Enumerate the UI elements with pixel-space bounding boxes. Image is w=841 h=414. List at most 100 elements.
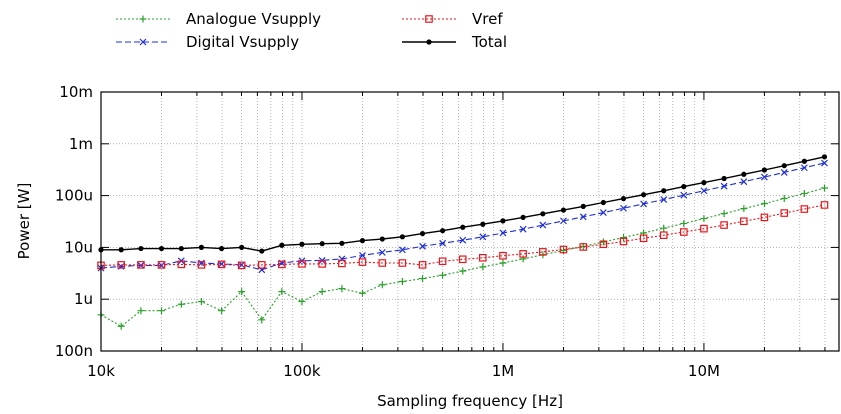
- data-point: [198, 244, 205, 250]
- data-point: [781, 163, 787, 169]
- data-point: [500, 218, 506, 224]
- data-point: [780, 209, 789, 217]
- data-point: [198, 259, 205, 267]
- data-point: [599, 238, 607, 246]
- data-point: [158, 245, 165, 252]
- data-point: [700, 224, 708, 233]
- data-point: [419, 242, 426, 250]
- data-point: [418, 261, 427, 269]
- data-point: [177, 260, 186, 269]
- data-point: [378, 248, 386, 256]
- data-point: [760, 200, 768, 208]
- data-point: [540, 211, 546, 217]
- y-tick-label: 1u: [74, 290, 93, 308]
- data-point: [821, 159, 828, 167]
- data-point: [117, 322, 125, 330]
- data-point: [579, 243, 588, 251]
- y-tick-label: 10m: [59, 83, 93, 101]
- data-point: [298, 298, 306, 306]
- data-point: [620, 196, 627, 202]
- data-point: [298, 260, 306, 268]
- data-point: [820, 201, 829, 209]
- data-point: [459, 267, 467, 275]
- data-point: [118, 247, 124, 253]
- data-point: [319, 241, 325, 247]
- data-point: [158, 307, 165, 315]
- data-point: [378, 259, 387, 267]
- data-point: [600, 199, 606, 206]
- data-point: [801, 158, 807, 164]
- data-point: [780, 169, 788, 176]
- data-point: [761, 167, 768, 173]
- data-point: [680, 191, 688, 199]
- data-point: [338, 285, 346, 293]
- y-tick-label: 100u: [55, 187, 93, 205]
- data-point: [599, 240, 608, 249]
- data-point: [580, 203, 586, 209]
- data-point: [440, 228, 446, 234]
- data-point: [237, 261, 246, 270]
- data-point: [458, 255, 467, 264]
- data-point: [741, 171, 747, 177]
- data-point: [720, 221, 728, 229]
- x-tick-label: 10k: [87, 362, 115, 380]
- legend-label: Analogue Vsupply: [186, 10, 321, 28]
- data-point: [761, 173, 768, 181]
- data-point: [259, 248, 265, 254]
- series-vref: [97, 201, 829, 270]
- data-point: [820, 184, 828, 192]
- data-point: [559, 245, 568, 254]
- data-point: [639, 234, 648, 243]
- data-point: [157, 261, 166, 269]
- data-point: [399, 234, 405, 240]
- data-point: [680, 219, 688, 227]
- data-point: [821, 154, 828, 160]
- data-point: [299, 241, 305, 247]
- data-point: [619, 237, 628, 246]
- x-tick-label: 1M: [492, 362, 515, 380]
- data-point: [358, 258, 367, 266]
- data-point: [539, 221, 547, 229]
- data-point: [519, 250, 527, 258]
- data-point: [720, 182, 728, 190]
- data-point: [620, 234, 628, 242]
- data-point: [560, 217, 567, 225]
- y-axis-label: Power [W]: [15, 183, 33, 260]
- data-point: [378, 281, 386, 289]
- data-point: [660, 196, 668, 203]
- data-point: [499, 259, 507, 267]
- data-point: [137, 261, 145, 269]
- data-point: [701, 180, 707, 186]
- y-tick-label: 10u: [64, 238, 93, 256]
- data-point: [359, 251, 366, 259]
- x-axis-label: Sampling frequency [Hz]: [377, 392, 563, 410]
- data-point: [338, 255, 346, 263]
- series-analogue-vsupply: [97, 184, 828, 330]
- data-point: [800, 164, 808, 172]
- data-point: [419, 230, 426, 237]
- data-point: [359, 238, 366, 244]
- plot-frame: [100, 91, 840, 352]
- data-point: [599, 209, 607, 217]
- data-point: [218, 307, 226, 315]
- data-point: [800, 189, 808, 197]
- data-point: [641, 192, 647, 198]
- data-point: [659, 231, 668, 239]
- data-point: [438, 257, 447, 266]
- data-point: [499, 229, 507, 237]
- y-tick-label: 1m: [69, 135, 93, 153]
- data-point: [398, 277, 406, 285]
- data-point: [720, 210, 728, 218]
- data-point: [800, 205, 809, 213]
- data-point: [137, 307, 145, 315]
- data-point: [679, 228, 688, 236]
- data-point: [419, 275, 427, 283]
- series-total: [98, 154, 828, 254]
- data-point: [661, 188, 667, 194]
- legend-label: Total: [471, 33, 507, 51]
- data-point: [318, 260, 326, 268]
- data-point: [197, 298, 205, 306]
- legend-label: Digital Vsupply: [186, 33, 299, 51]
